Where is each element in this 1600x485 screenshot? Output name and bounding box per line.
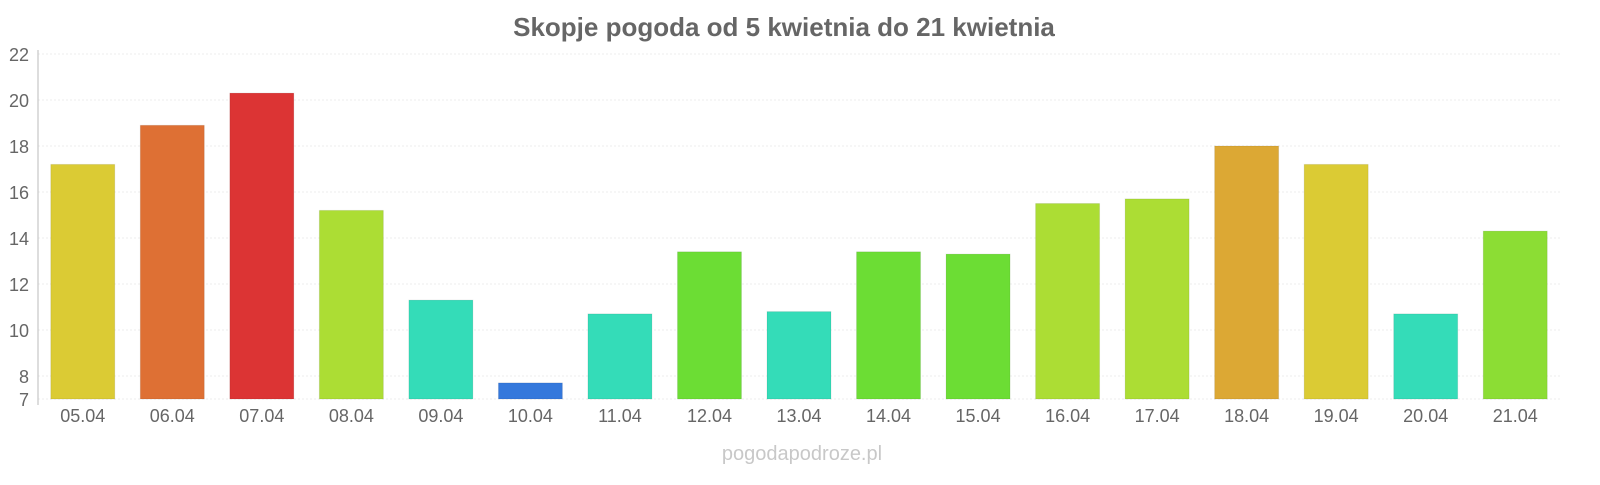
y-tick-label: 22 xyxy=(9,45,29,65)
bar xyxy=(676,251,742,400)
x-tick-label: 11.04 xyxy=(598,406,642,426)
x-tick-label: 05.04 xyxy=(60,406,105,426)
y-tick-label: 14 xyxy=(9,229,29,249)
x-tick-label: 21.04 xyxy=(1493,406,1538,426)
y-tick-label: 16 xyxy=(9,183,29,203)
x-tick-label: 09.04 xyxy=(418,406,463,426)
y-tick-label: 8 xyxy=(19,367,29,387)
x-tick-label: 16.04 xyxy=(1045,406,1090,426)
y-tick-label: 7 xyxy=(19,390,29,410)
y-tick-label: 20 xyxy=(9,91,29,111)
bar xyxy=(766,311,832,400)
bar xyxy=(50,163,116,400)
bar xyxy=(1393,313,1459,400)
bar xyxy=(139,124,205,400)
x-tick-label: 10.04 xyxy=(508,406,553,426)
y-tick-label: 18 xyxy=(9,137,29,157)
x-tick-label: 12.04 xyxy=(687,406,732,426)
bar xyxy=(229,92,295,400)
x-tick-label: 19.04 xyxy=(1314,406,1359,426)
x-tick-label: 07.04 xyxy=(239,406,284,426)
bar xyxy=(856,251,922,400)
x-tick-label: 13.04 xyxy=(776,406,821,426)
bar xyxy=(1035,203,1101,400)
bar xyxy=(1214,145,1280,400)
watermark: pogodapodroze.pl xyxy=(722,443,882,465)
y-tick-label: 10 xyxy=(9,321,29,341)
chart-title: Skopje pogoda od 5 kwietnia do 21 kwietn… xyxy=(513,12,1055,42)
x-tick-label: 17.04 xyxy=(1135,406,1180,426)
y-tick-label: 12 xyxy=(9,275,29,295)
bar xyxy=(945,253,1011,400)
bar xyxy=(1124,198,1190,400)
x-tick-label: 14.04 xyxy=(866,406,911,426)
x-tick-label: 20.04 xyxy=(1403,406,1448,426)
x-tick-label: 18.04 xyxy=(1224,406,1269,426)
x-tick-label: 06.04 xyxy=(150,406,195,426)
bar xyxy=(1482,230,1548,400)
bar xyxy=(318,209,384,400)
x-tick-label: 08.04 xyxy=(329,406,374,426)
x-tick-label: 15.04 xyxy=(956,406,1001,426)
bar xyxy=(408,299,474,400)
bar xyxy=(497,382,563,400)
bar xyxy=(1303,163,1369,400)
bar xyxy=(587,313,653,400)
